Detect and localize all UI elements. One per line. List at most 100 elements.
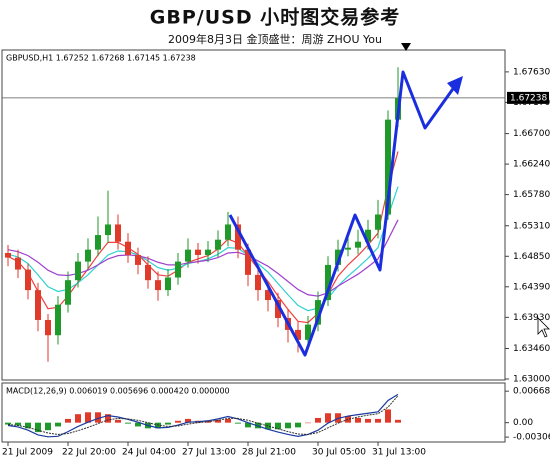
candle-body <box>15 257 21 270</box>
macd-histogram-bar <box>385 409 391 423</box>
macd-histogram-bar <box>295 422 301 428</box>
macd-histogram-bar <box>65 418 71 423</box>
macd-histogram-bar <box>315 417 321 423</box>
x-tick-label: 28 Jul 21:00 <box>242 448 296 458</box>
macd-histogram-bar <box>125 422 131 424</box>
candle-body <box>195 249 201 255</box>
candle-body <box>205 249 211 255</box>
macd-histogram-bar <box>85 412 91 423</box>
candle-body <box>235 224 241 250</box>
macd-histogram-bar <box>285 422 291 429</box>
x-tick-label: 22 Jul 20:00 <box>62 448 116 458</box>
macd-histogram-bar <box>235 422 241 424</box>
macd-histogram-bar <box>365 418 371 423</box>
macd-histogram-bar <box>185 418 191 423</box>
chart-title: GBP/USD 小时图交易参考 <box>150 6 400 29</box>
forecast-path <box>228 70 457 357</box>
macd-histogram-bar <box>105 414 111 423</box>
candle-body <box>215 239 221 250</box>
moving-average <box>7 151 399 324</box>
moving-average <box>7 219 399 297</box>
macd-histogram-bar <box>355 417 361 423</box>
chart-subtitle: 2009年8月3日 金顶盛世：周游 ZHOU You <box>168 32 382 46</box>
candle-body <box>325 264 331 301</box>
candle-body <box>5 252 11 258</box>
macd-y-tick-label: -0.00306 <box>513 433 550 443</box>
candle-body <box>295 329 301 340</box>
macd-histogram-bar <box>55 422 61 427</box>
y-tick-label: 1.67630 <box>513 67 550 77</box>
y-tick-label: 1.65310 <box>513 221 550 231</box>
candle-body <box>25 269 31 291</box>
macd-histogram-bar <box>5 422 11 425</box>
candle-body <box>125 241 131 255</box>
macd-histogram-bar <box>25 422 31 429</box>
macd-histogram-bar <box>35 422 41 433</box>
y-tick-label: 1.63930 <box>513 313 550 323</box>
candle-body <box>185 249 191 262</box>
forecast-arrow <box>447 76 463 95</box>
macd-histogram-bar <box>175 420 181 423</box>
macd-y-tick-label: 0.00668 <box>513 387 550 397</box>
macd-y-tick-label: 0.00 <box>513 418 533 428</box>
candle-body <box>355 241 361 248</box>
macd-line <box>7 393 399 438</box>
y-tick-label: 1.63000 <box>513 375 550 385</box>
candle-body <box>315 300 321 325</box>
macd-histogram-bar <box>15 422 21 426</box>
candle-body <box>45 319 51 336</box>
candle-body <box>115 224 121 242</box>
macd-histogram-bar <box>215 419 221 423</box>
candle-body <box>145 264 151 281</box>
y-tick-label: 1.66700 <box>513 129 550 139</box>
candle-body <box>75 261 81 281</box>
macd-histogram-bar <box>225 418 231 423</box>
x-tick-label: 21 Jul 2009 <box>2 448 53 458</box>
candle-body <box>365 229 371 242</box>
macd-label: MACD(12,26,9) 0.006019 0.005696 0.000420… <box>6 387 230 396</box>
candle-body <box>225 224 231 240</box>
candle-body <box>385 119 391 215</box>
y-tick-label: 1.63460 <box>513 344 550 354</box>
moving-average <box>7 186 399 312</box>
macd-signal-line <box>7 395 399 435</box>
price-panel <box>1 49 506 381</box>
x-tick-label: 31 Jul 13:00 <box>372 448 426 458</box>
candle-body <box>165 277 171 291</box>
y-tick-label: 1.64850 <box>513 252 550 262</box>
x-tick-label: 27 Jul 13:00 <box>182 448 236 458</box>
macd-histogram-bar <box>75 414 81 423</box>
macd-histogram-bar <box>95 412 101 423</box>
macd-histogram-bar <box>165 422 171 425</box>
macd-histogram-bar <box>325 413 331 423</box>
macd-histogram-bar <box>45 422 51 431</box>
candle-body <box>175 261 181 278</box>
candle-body <box>35 290 41 320</box>
y-tick-label: 1.64390 <box>513 282 550 292</box>
candle-body <box>345 247 351 250</box>
x-tick-label: 30 Jul 05:00 <box>312 448 366 458</box>
candle-body <box>305 324 311 340</box>
candle-body <box>65 280 71 305</box>
current-price-box <box>507 91 549 104</box>
candle-body <box>55 304 61 336</box>
macd-histogram-bar <box>275 422 281 430</box>
candle-body <box>105 224 111 236</box>
macd-histogram-bar <box>135 422 141 427</box>
candle-body <box>255 274 261 291</box>
y-tick-label: 1.65780 <box>513 190 550 200</box>
candle-body <box>265 290 271 301</box>
mouse-cursor <box>537 317 550 338</box>
macd-histogram-bar <box>245 422 251 428</box>
macd-histogram-bar <box>115 419 121 423</box>
y-tick-label: 1.66240 <box>513 160 550 170</box>
candle-body <box>245 249 251 275</box>
macd-histogram-bar <box>375 418 381 423</box>
symbol-header: GBPUSD,H1 1.67252 1.67268 1.67145 1.6723… <box>6 54 196 63</box>
shift-marker <box>401 43 411 51</box>
candle-body <box>135 254 141 265</box>
candle-body <box>155 280 161 291</box>
x-tick-label: 24 Jul 04:00 <box>122 448 176 458</box>
candle-body <box>375 214 381 230</box>
